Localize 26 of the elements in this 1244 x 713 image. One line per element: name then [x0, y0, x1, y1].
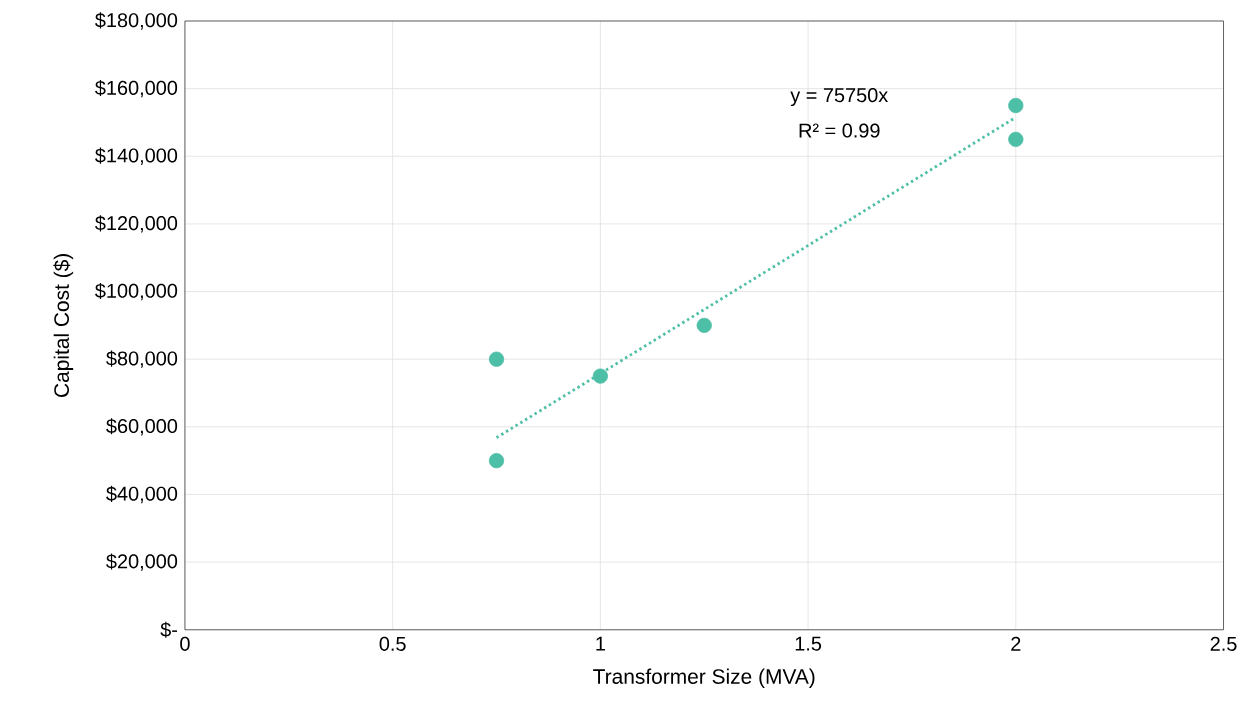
y-tick-label: $100,000	[95, 283, 178, 301]
y-tick-label: $20,000	[106, 553, 178, 571]
point	[1008, 131, 1024, 148]
point	[1008, 98, 1024, 114]
point	[488, 351, 505, 367]
y-tick-label: $160,000	[95, 80, 178, 98]
point	[488, 453, 505, 469]
y-tick-label: $40,000	[106, 485, 178, 504]
x-tick-label: 1	[596, 636, 605, 651]
x-tick-label: 2.5	[1210, 636, 1237, 652]
y-tick-label: $-	[160, 621, 178, 638]
y-tick-label: $140,000	[95, 147, 178, 166]
x-tick-label: 0.5	[379, 636, 406, 652]
y-tick-label: $60,000	[106, 418, 178, 436]
x-axis-title: Transformer Size (MVA)	[593, 668, 815, 689]
y-tick-label: $180,000	[95, 12, 178, 30]
point	[592, 368, 608, 384]
y-axis-title: Capital Cost ($)	[53, 254, 74, 398]
x-tick-label: 0	[180, 636, 190, 652]
annotation: R² = 0.99	[799, 123, 880, 138]
x-tick-label: 1.5	[795, 636, 822, 651]
annotation: y = 75750x	[790, 88, 889, 107]
y-tick-label: $120,000	[95, 215, 178, 233]
point	[696, 317, 712, 334]
y-tick-label: $80,000	[106, 350, 178, 368]
x-tick-label: 2	[1011, 636, 1021, 651]
